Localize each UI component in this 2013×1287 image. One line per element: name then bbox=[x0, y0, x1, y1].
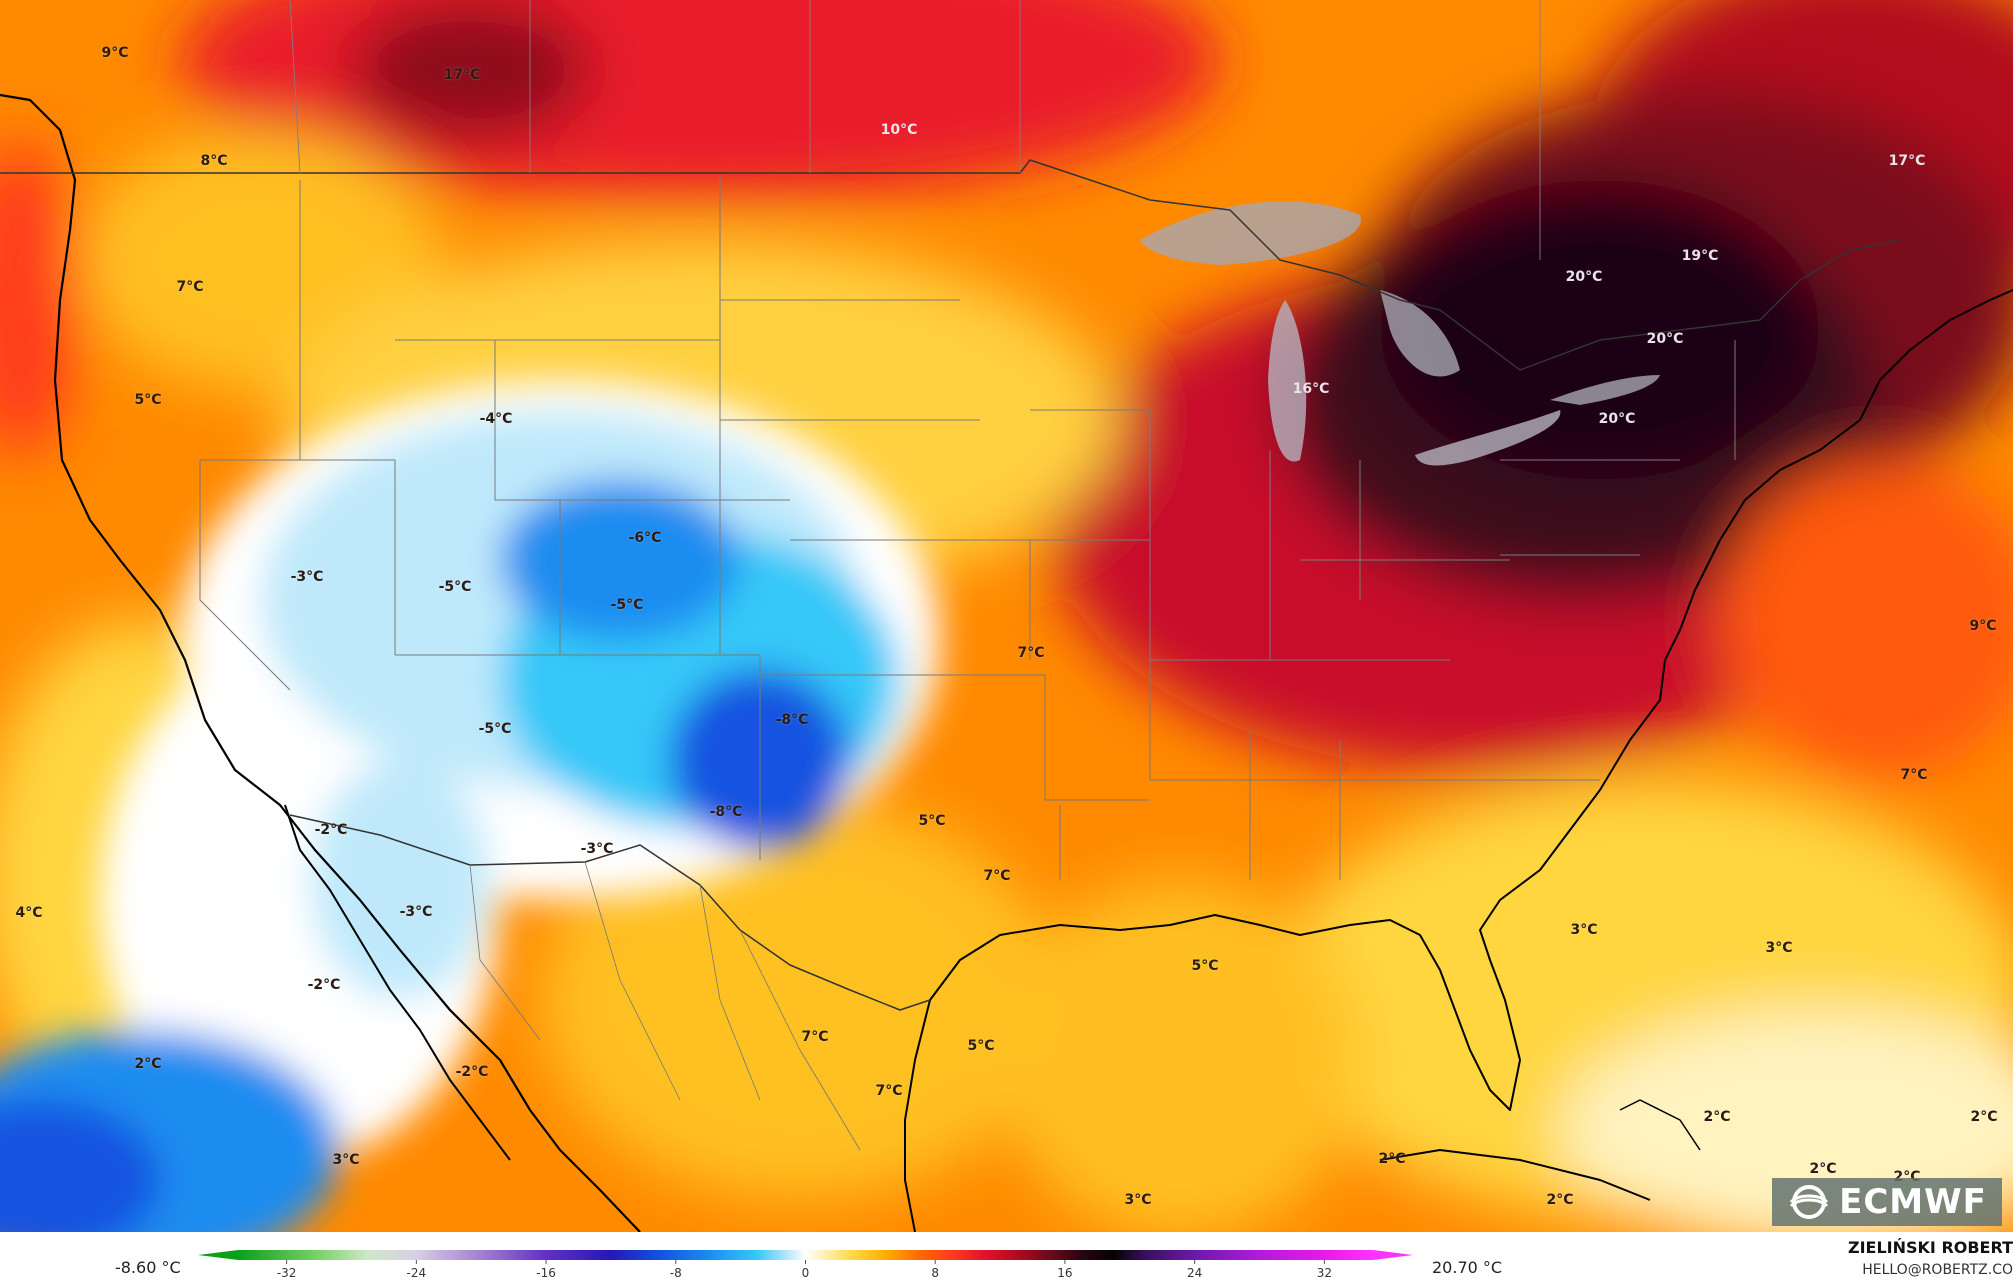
temperature-label: 20°C bbox=[1565, 269, 1603, 285]
temperature-label: -5°C bbox=[610, 597, 644, 613]
us-canada-border bbox=[0, 159, 1901, 371]
temperature-label: 9°C bbox=[101, 45, 129, 61]
baja-coast bbox=[284, 804, 511, 1161]
bahamas bbox=[1619, 1099, 1701, 1151]
temperature-label: -2°C bbox=[314, 822, 348, 838]
temperature-label: 19°C bbox=[1681, 248, 1719, 264]
colorbar-tick-label: 8 bbox=[931, 1266, 939, 1280]
lakes bbox=[1140, 201, 1660, 466]
cuba bbox=[1379, 1149, 1651, 1201]
temperature-label: 10°C bbox=[880, 122, 918, 138]
temperature-label: 8°C bbox=[200, 153, 228, 169]
temperature-label: 2°C bbox=[1546, 1192, 1574, 1208]
mexico-state-lines bbox=[469, 861, 861, 1151]
temperature-label: 3°C bbox=[332, 1152, 360, 1168]
ecmwf-logo-icon bbox=[1790, 1185, 1829, 1219]
temperature-label: -5°C bbox=[478, 721, 512, 737]
temperature-label: 4°C bbox=[15, 905, 43, 921]
colorbar-tick-label: 24 bbox=[1187, 1266, 1202, 1280]
gulf-coast bbox=[929, 539, 1721, 1111]
colorbar-tick-label: 32 bbox=[1317, 1266, 1332, 1280]
legend-max-value: 20.70 °C bbox=[1432, 1258, 1503, 1277]
temperature-label: 2°C bbox=[134, 1056, 162, 1072]
temperature-label: 5°C bbox=[918, 813, 946, 829]
temperature-label: 20°C bbox=[1598, 411, 1636, 427]
temperature-label: 7°C bbox=[983, 868, 1011, 884]
temperature-anomaly-map: 9°C 17°C 10°C 8°C 7°C 5°C -4°C -3°C -5°C -6°C -5°C… bbox=[0, 0, 2013, 1232]
temperature-label: 3°C bbox=[1765, 940, 1793, 956]
temperature-label: 9°C bbox=[1969, 618, 1997, 634]
author-name: ZIELIŃSKI ROBERT bbox=[1847, 1238, 2013, 1257]
temperature-label: 3°C bbox=[1124, 1192, 1152, 1208]
temperature-label: 7°C bbox=[1017, 645, 1045, 661]
temperature-label: -8°C bbox=[775, 712, 809, 728]
ecmwf-logo: ECMWF bbox=[1772, 1178, 2002, 1226]
temperature-label: -3°C bbox=[580, 841, 614, 857]
temperature-label: 7°C bbox=[801, 1029, 829, 1045]
colorbar-tick-label: -8 bbox=[670, 1266, 682, 1280]
temperature-label: 5°C bbox=[134, 392, 162, 408]
canada-lines bbox=[289, 0, 1541, 260]
temperature-label: -6°C bbox=[628, 530, 662, 546]
temperature-label: 17°C bbox=[443, 67, 481, 83]
boundaries bbox=[0, 0, 2013, 1232]
temperature-label: 7°C bbox=[875, 1083, 903, 1099]
mexico-gulf-coast bbox=[904, 999, 931, 1232]
cold-anomaly bbox=[0, 380, 940, 1232]
temperature-label: 7°C bbox=[1900, 767, 1928, 783]
colorbar-tick-label: 0 bbox=[802, 1266, 810, 1280]
map-canvas bbox=[0, 0, 2013, 1232]
colorbar-tick-label: -24 bbox=[407, 1266, 427, 1280]
legend-min-value: -8.60 °C bbox=[115, 1258, 181, 1277]
temperature-label: -5°C bbox=[438, 579, 472, 595]
temperature-label: 2°C bbox=[1378, 1151, 1406, 1167]
temperature-label: 5°C bbox=[967, 1038, 995, 1054]
temperature-label: 20°C bbox=[1646, 331, 1684, 347]
colorbar-gradient bbox=[238, 1250, 1373, 1260]
colorbar-tick-label: -32 bbox=[277, 1266, 297, 1280]
colorbar-max-arrow bbox=[1373, 1250, 1413, 1260]
temperature-label: -3°C bbox=[399, 904, 433, 920]
temperature-label: -4°C bbox=[479, 411, 513, 427]
state-lines bbox=[199, 175, 1736, 880]
west-coastline bbox=[0, 93, 641, 1232]
temperature-label: -2°C bbox=[455, 1064, 489, 1080]
temperature-label: 2°C bbox=[1809, 1161, 1837, 1177]
temperature-label: 3°C bbox=[1570, 922, 1598, 938]
colorbar-tick-label: -16 bbox=[536, 1266, 556, 1280]
temperature-label: -8°C bbox=[709, 804, 743, 820]
temperature-label: -3°C bbox=[290, 569, 324, 585]
ne-coast bbox=[1719, 289, 2013, 541]
temperature-label: -2°C bbox=[307, 977, 341, 993]
temperature-label: 2°C bbox=[1703, 1109, 1731, 1125]
temperature-label: 7°C bbox=[176, 279, 204, 295]
anomaly-shading bbox=[0, 0, 2013, 1232]
colorbar: -32 -24 -16 -8 0 8 16 24 32 bbox=[198, 1250, 1413, 1280]
temperature-label: 16°C bbox=[1292, 381, 1330, 397]
temperature-label: 5°C bbox=[1191, 958, 1219, 974]
colorbar-tick-label: 16 bbox=[1057, 1266, 1072, 1280]
temperature-label: 17°C bbox=[1888, 153, 1926, 169]
author-email: HELLO@ROBERTZ.CO bbox=[1862, 1262, 2013, 1278]
temperature-label: 2°C bbox=[1970, 1109, 1998, 1125]
ecmwf-logo-text: ECMWF bbox=[1839, 1182, 1987, 1222]
colorbar-min-arrow bbox=[198, 1250, 238, 1260]
